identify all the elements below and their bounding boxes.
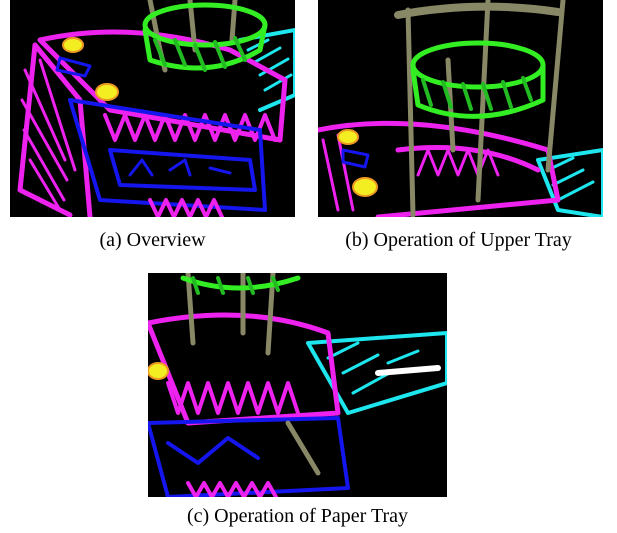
hatch xyxy=(191,276,280,295)
stroke xyxy=(341,148,370,169)
hatch xyxy=(20,58,77,212)
tray xyxy=(410,62,546,119)
paper xyxy=(375,365,441,376)
caption: (b) Operation of Upper Tray xyxy=(345,229,572,251)
button xyxy=(62,37,84,53)
panel-c-image xyxy=(148,273,447,497)
button xyxy=(148,362,169,380)
stroke xyxy=(55,56,92,78)
panel-a-image xyxy=(10,0,295,217)
button xyxy=(95,83,119,101)
button xyxy=(337,129,359,145)
hatch xyxy=(246,38,293,92)
stroke xyxy=(68,98,267,212)
stroke xyxy=(148,312,341,426)
hatch xyxy=(326,341,420,395)
stroke xyxy=(238,28,295,112)
tray xyxy=(142,22,268,71)
rod xyxy=(285,420,321,476)
leg xyxy=(405,0,566,217)
stroke xyxy=(318,120,561,217)
hatch xyxy=(153,36,247,72)
hatch xyxy=(421,76,533,111)
background xyxy=(148,273,447,497)
caption: (a) Overview xyxy=(99,229,206,251)
stroke xyxy=(148,416,350,497)
zigzag xyxy=(103,113,277,142)
hatch xyxy=(321,133,500,212)
stroke xyxy=(536,148,603,217)
button xyxy=(352,177,378,197)
frame xyxy=(394,2,562,19)
stroke xyxy=(37,29,288,143)
zigzag xyxy=(186,481,278,497)
caption: (c) Operation of Paper Tray xyxy=(186,505,409,527)
stroke xyxy=(128,158,232,177)
zigzag xyxy=(166,381,300,415)
zigzag xyxy=(148,198,224,217)
panel-b-image xyxy=(318,0,603,217)
